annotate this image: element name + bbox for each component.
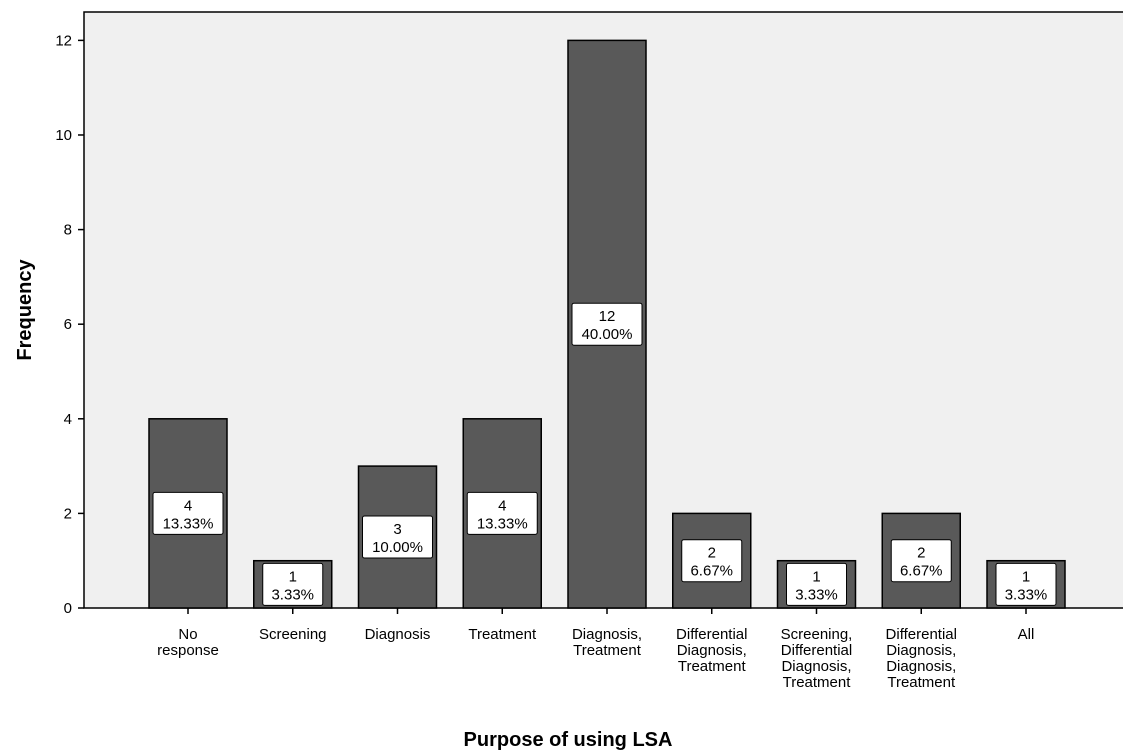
y-tick-label: 8 [64, 222, 72, 239]
category-label: No response [157, 626, 219, 659]
y-tick-label: 12 [55, 32, 72, 49]
data-label-count: 2 [917, 545, 925, 562]
data-label-count: 3 [393, 521, 401, 538]
bars: 413.33%13.33%310.00%413.33%1240.00%26.67… [148, 39, 1066, 609]
category-label: Differential Diagnosis, Treatment [676, 626, 747, 675]
data-label-box [995, 562, 1057, 606]
y-tick-label: 10 [55, 127, 72, 144]
category-label: Diagnosis, Treatment [572, 626, 642, 659]
y-tick-label: 4 [64, 411, 72, 428]
data-label-count: 1 [289, 568, 297, 585]
y-tick-label: 2 [64, 505, 72, 522]
data-label-count: 4 [184, 497, 192, 514]
data-label-percent: 13.33% [163, 515, 214, 532]
data-label-percent: 40.00% [582, 326, 633, 343]
y-axis-ticks: 0 2 4 6 8 10 12 [55, 32, 84, 617]
data-label-count: 4 [498, 497, 506, 514]
data-label-box [786, 562, 847, 606]
data-label-percent: 6.67% [690, 563, 733, 580]
data-label-percent: 3.33% [1005, 586, 1048, 603]
category-label: Differential Diagnosis, Diagnosis, Treatmen… [886, 626, 957, 691]
data-label-percent: 10.00% [372, 539, 423, 556]
data-label-count: 1 [1022, 568, 1030, 585]
x-axis-title: Purpose of using LSA [464, 729, 673, 751]
y-tick-label: 0 [64, 600, 72, 617]
data-label-box [152, 491, 224, 535]
category-label: Screening, Differential Diagnosis, Treatmen… [781, 626, 853, 691]
category-labels: No response Screening Diagnosis Treatment Dia… [157, 608, 1034, 691]
data-label-box [262, 562, 324, 606]
data-label-count: 12 [599, 308, 616, 325]
data-label-percent: 3.33% [795, 586, 838, 603]
data-label-percent: 13.33% [477, 515, 528, 532]
category-label: Treatment [468, 626, 537, 643]
data-label-count: 2 [708, 545, 716, 562]
data-label-percent: 6.67% [900, 563, 943, 580]
category-label: Diagnosis [365, 626, 431, 643]
data-label-box [681, 539, 743, 583]
y-axis-title: Frequency [14, 259, 36, 361]
category-label: Screening [259, 626, 327, 643]
data-label-percent: 3.33% [271, 586, 314, 603]
y-tick-label: 6 [64, 316, 72, 333]
data-label-box [362, 515, 433, 559]
data-label-box [890, 539, 952, 583]
data-label-box [466, 491, 538, 535]
category-label: All [1018, 626, 1035, 643]
data-label-box [571, 302, 643, 346]
data-label-count: 1 [812, 568, 820, 585]
